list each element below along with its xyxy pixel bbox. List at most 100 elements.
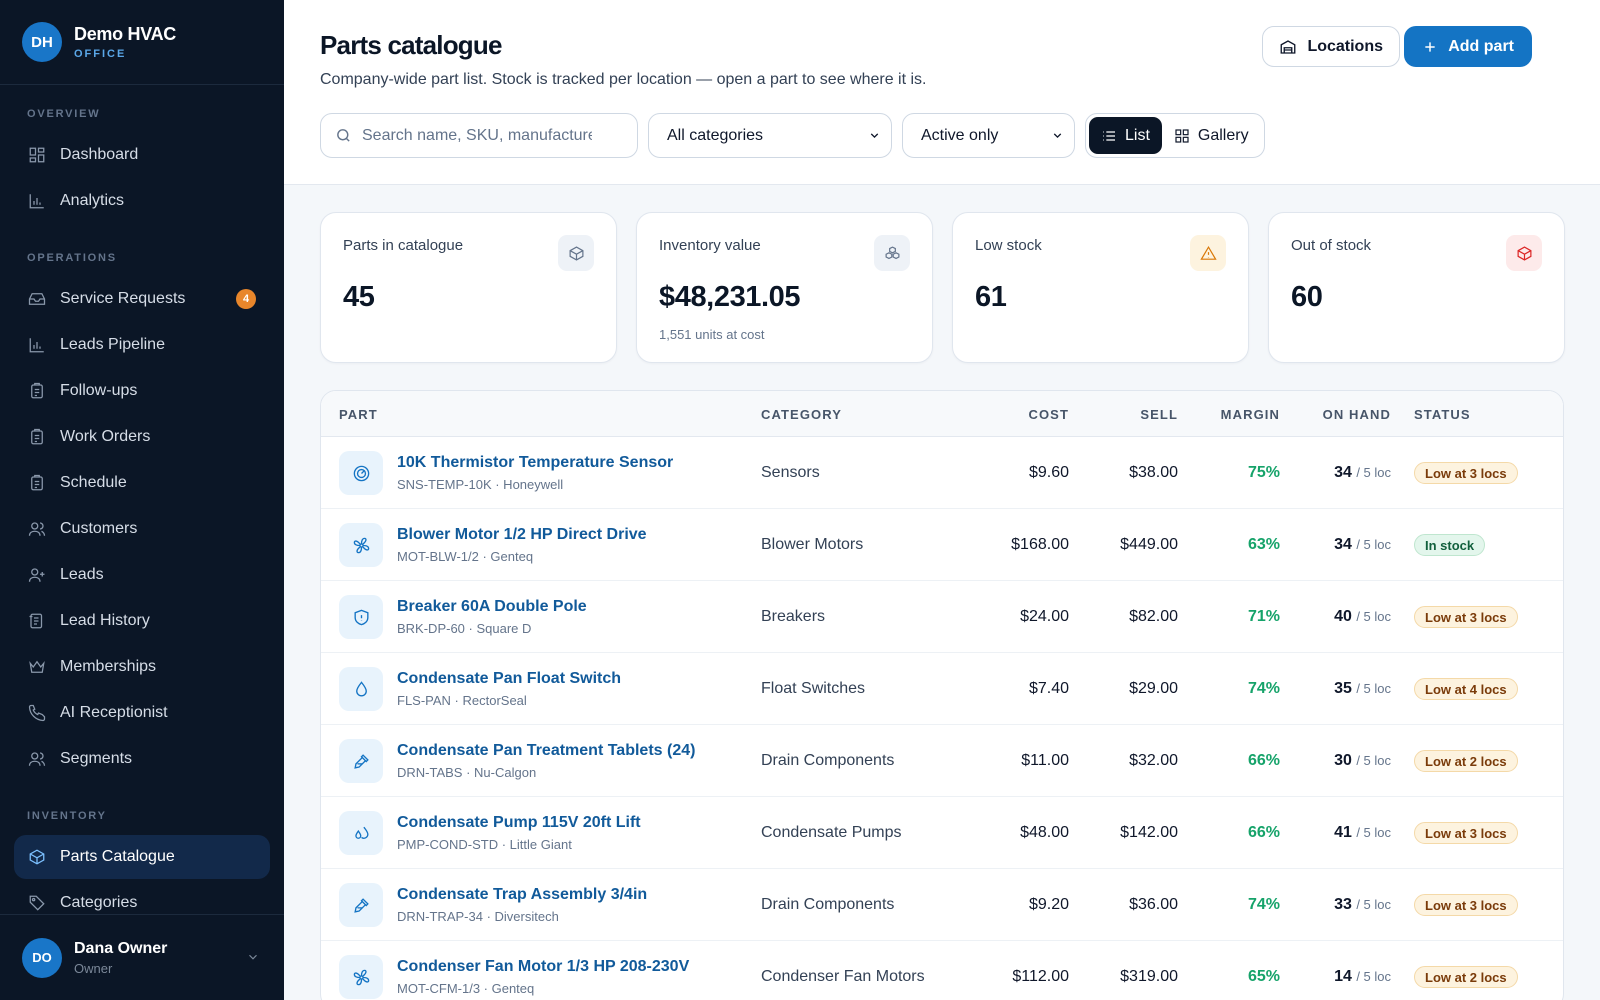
stat-value: 60	[1291, 281, 1323, 313]
view-gallery-button[interactable]: Gallery	[1162, 117, 1261, 154]
part-cost: $24.00	[1020, 608, 1069, 625]
filter-bar: All categories Active only List Gallery	[320, 113, 1265, 158]
add-part-label: Add part	[1448, 37, 1514, 55]
grid-icon	[27, 145, 47, 165]
chevron-down-icon	[1053, 133, 1062, 139]
on-hand-count: 40	[1334, 608, 1352, 625]
gallery-icon	[1175, 128, 1189, 143]
table-row[interactable]: Condensate Pump 115V 20ft Lift PMP-COND-S…	[321, 797, 1563, 869]
boxes-icon	[874, 235, 910, 271]
column-header-on-hand[interactable]: ON HAND	[1322, 407, 1391, 422]
sidebar-item-categories[interactable]: Categories	[14, 881, 270, 925]
sidebar-item-segments[interactable]: Segments	[14, 737, 270, 781]
part-name-link[interactable]: Condenser Fan Motor 1/3 HP 208-230V	[397, 958, 690, 975]
user-menu[interactable]: DO Dana Owner Owner	[0, 914, 284, 1000]
sidebar-item-label: Dashboard	[60, 146, 139, 163]
sidebar-item-ai-receptionist[interactable]: AI Receptionist	[14, 691, 270, 735]
sidebar-item-parts-catalogue[interactable]: Parts Catalogue	[14, 835, 270, 879]
sidebar-item-memberships[interactable]: Memberships	[14, 645, 270, 689]
part-name-link[interactable]: Condensate Trap Assembly 3/4in	[397, 886, 648, 903]
fan-icon	[339, 523, 383, 567]
column-header-margin[interactable]: MARGIN	[1220, 407, 1280, 422]
avatar: DO	[22, 937, 62, 978]
sidebar-item-dashboard[interactable]: Dashboard	[14, 133, 270, 177]
part-sell: $32.00	[1129, 752, 1178, 769]
user-role: Owner	[74, 960, 113, 976]
part-on-hand: 30 / 5 loc	[1334, 752, 1391, 770]
part-margin: 66%	[1247, 752, 1280, 769]
on-hand-locations: / 5 loc	[1356, 753, 1391, 768]
chevron-down-icon	[870, 133, 879, 139]
column-header-part[interactable]: PART	[339, 407, 378, 422]
chevron-down-icon[interactable]	[246, 950, 262, 966]
part-cost: $11.00	[1021, 752, 1069, 769]
stat-card-low-stock: Low stock 61	[952, 212, 1249, 363]
search-input[interactable]	[362, 126, 592, 145]
sidebar-item-work-orders[interactable]: Work Orders	[14, 415, 270, 459]
part-margin: 74%	[1247, 896, 1280, 913]
status-select[interactable]: Active only	[902, 113, 1075, 158]
locations-button[interactable]: Locations	[1262, 26, 1400, 67]
part-name-link[interactable]: 10K Thermistor Temperature Sensor	[397, 454, 674, 471]
part-cost: $168.00	[1011, 536, 1069, 553]
brand[interactable]: DH Demo HVAC OFFICE	[0, 0, 284, 85]
sidebar-item-label: Schedule	[60, 474, 127, 491]
stat-label: Out of stock	[1291, 237, 1372, 254]
status-badge: Low at 3 locs	[1414, 462, 1518, 484]
on-hand-locations: / 5 loc	[1356, 969, 1391, 984]
users-icon	[27, 749, 47, 769]
table-row[interactable]: Blower Motor 1/2 HP Direct Drive MOT-BLW-…	[321, 509, 1563, 581]
pipette-icon	[339, 739, 383, 783]
column-header-sell[interactable]: SELL	[1140, 407, 1178, 422]
part-margin: 71%	[1247, 608, 1280, 625]
part-name-link[interactable]: Blower Motor 1/2 HP Direct Drive	[397, 526, 647, 543]
on-hand-count: 14	[1334, 968, 1352, 985]
table-row[interactable]: Condensate Trap Assembly 3/4in DRN-TRAP-3…	[321, 869, 1563, 941]
part-on-hand: 33 / 5 loc	[1334, 896, 1391, 914]
on-hand-count: 30	[1334, 752, 1352, 769]
column-header-category[interactable]: CATEGORY	[761, 407, 843, 422]
part-on-hand: 34 / 5 loc	[1334, 536, 1391, 554]
add-part-button[interactable]: Add part	[1404, 26, 1532, 67]
sidebar-item-lead-history[interactable]: Lead History	[14, 599, 270, 643]
part-sku: PMP-COND-STD · Little Giant	[397, 837, 572, 852]
part-name-link[interactable]: Condensate Pan Treatment Tablets (24)	[397, 742, 696, 759]
table-row[interactable]: Condensate Pan Treatment Tablets (24) DRN…	[321, 725, 1563, 797]
sidebar-item-service-requests[interactable]: Service Requests 4	[14, 277, 270, 321]
sidebar-item-follow-ups[interactable]: Follow-ups	[14, 369, 270, 413]
clipboard-icon	[27, 427, 47, 447]
page-title: Parts catalogue	[320, 30, 502, 60]
column-header-cost[interactable]: COST	[1028, 407, 1069, 422]
view-list-button[interactable]: List	[1089, 117, 1162, 154]
sidebar-item-leads[interactable]: Leads	[14, 553, 270, 597]
part-name-link[interactable]: Condensate Pump 115V 20ft Lift	[397, 814, 641, 831]
sidebar-item-schedule[interactable]: Schedule	[14, 461, 270, 505]
part-on-hand: 14 / 5 loc	[1334, 968, 1391, 986]
category-select[interactable]: All categories	[648, 113, 892, 158]
part-margin: 66%	[1247, 824, 1280, 841]
part-on-hand: 40 / 5 loc	[1334, 608, 1391, 626]
part-margin: 65%	[1247, 968, 1280, 985]
part-sell: $319.00	[1120, 968, 1178, 985]
table-row[interactable]: Breaker 60A Double Pole BRK-DP-60 · Squar…	[321, 581, 1563, 653]
on-hand-count: 34	[1334, 464, 1352, 481]
table-row[interactable]: Condenser Fan Motor 1/3 HP 208-230V MOT-C…	[321, 941, 1563, 1000]
sidebar-item-leads-pipeline[interactable]: Leads Pipeline	[14, 323, 270, 367]
column-header-status[interactable]: STATUS	[1414, 407, 1471, 422]
sidebar-item-customers[interactable]: Customers	[14, 507, 270, 551]
search-box[interactable]	[320, 113, 638, 158]
table-row[interactable]: 10K Thermistor Temperature Sensor SNS-TEM…	[321, 437, 1563, 509]
table-row[interactable]: Condensate Pan Float Switch FLS-PAN · Rec…	[321, 653, 1563, 725]
table-header: PART CATEGORY COST SELL MARGIN ON HAND S…	[321, 391, 1563, 437]
part-name-link[interactable]: Breaker 60A Double Pole	[397, 598, 587, 615]
status-badge: Low at 2 locs	[1414, 750, 1518, 772]
sidebar-item-analytics[interactable]: Analytics	[14, 179, 270, 223]
part-margin: 63%	[1247, 536, 1280, 553]
part-name-link[interactable]: Condensate Pan Float Switch	[397, 670, 622, 687]
part-category: Float Switches	[761, 680, 866, 697]
status-badge: Low at 3 locs	[1414, 606, 1518, 628]
fan-icon	[339, 955, 383, 999]
on-hand-locations: / 5 loc	[1356, 465, 1391, 480]
view-list-label: List	[1125, 126, 1150, 144]
clipboard-icon	[27, 381, 47, 401]
